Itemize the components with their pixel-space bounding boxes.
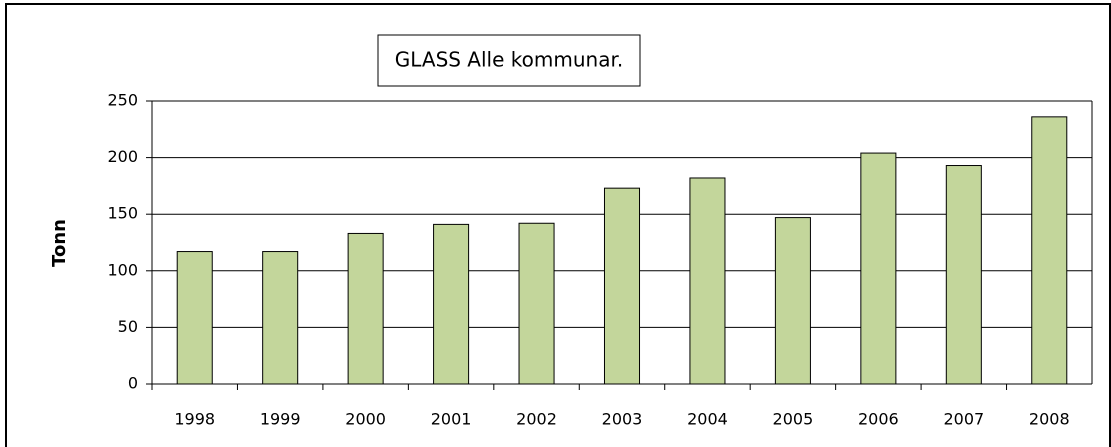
bar — [860, 152, 897, 385]
x-tick-label: 2004 — [687, 410, 728, 429]
bar — [176, 251, 213, 385]
bar — [945, 165, 982, 385]
y-tick-label: 250 — [107, 91, 138, 110]
bar — [262, 251, 299, 385]
x-tick-label: 2001 — [431, 410, 472, 429]
bar — [518, 222, 555, 385]
bar — [603, 187, 641, 385]
x-tick-label: 2008 — [1029, 410, 1070, 429]
y-tick-label: 0 — [128, 374, 138, 393]
x-tick-label: 2002 — [516, 410, 557, 429]
y-tick-label: 100 — [107, 260, 138, 279]
title-box — [377, 34, 641, 87]
x-tick-label: 2003 — [602, 410, 643, 429]
y-tick-label: 200 — [107, 147, 138, 166]
x-tick-label: 1998 — [174, 410, 215, 429]
chart-title: GLASS Alle kommunar. — [395, 48, 623, 72]
bar — [1031, 116, 1068, 385]
x-tick-label: 2006 — [858, 410, 899, 429]
bar — [774, 217, 811, 385]
bar — [433, 223, 470, 385]
y-axis-label: Tonn — [49, 219, 70, 267]
x-tick-label: 2000 — [345, 410, 386, 429]
y-tick-label: 50 — [118, 317, 138, 336]
x-tick-label: 2007 — [943, 410, 984, 429]
y-tick-label: 150 — [107, 204, 138, 223]
x-tick-label: 1999 — [260, 410, 301, 429]
bar — [347, 232, 384, 385]
x-tick-label: 2005 — [773, 410, 814, 429]
bar — [689, 177, 726, 385]
